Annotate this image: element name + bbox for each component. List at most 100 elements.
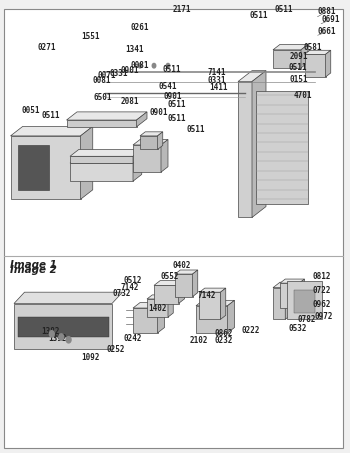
Polygon shape (196, 306, 228, 333)
Circle shape (166, 63, 170, 68)
Polygon shape (136, 112, 147, 127)
Text: 0862: 0862 (215, 329, 233, 338)
Polygon shape (18, 317, 108, 337)
Polygon shape (220, 288, 226, 319)
Text: 0691: 0691 (322, 14, 340, 24)
Text: 0901: 0901 (164, 92, 182, 101)
Text: 2171: 2171 (173, 5, 191, 14)
Text: 0511: 0511 (250, 11, 268, 20)
Text: 0511: 0511 (168, 100, 186, 109)
Polygon shape (326, 50, 331, 77)
Text: 0331: 0331 (110, 69, 128, 78)
Polygon shape (175, 270, 198, 274)
Polygon shape (256, 91, 308, 204)
Polygon shape (14, 292, 122, 304)
Circle shape (49, 331, 54, 337)
Text: 0881: 0881 (318, 7, 336, 16)
Circle shape (59, 334, 64, 340)
Polygon shape (66, 112, 147, 120)
Text: 0402: 0402 (173, 261, 191, 270)
Polygon shape (168, 295, 173, 317)
Text: 0782: 0782 (297, 315, 315, 324)
Text: 1341: 1341 (126, 45, 144, 54)
Polygon shape (133, 149, 142, 163)
Polygon shape (140, 132, 163, 136)
Text: 0962: 0962 (313, 300, 331, 309)
Text: 0151: 0151 (290, 75, 308, 84)
Polygon shape (199, 288, 226, 292)
Polygon shape (285, 282, 292, 319)
Polygon shape (228, 300, 234, 333)
Text: 0071: 0071 (98, 71, 116, 80)
Polygon shape (304, 54, 326, 77)
Polygon shape (273, 50, 301, 68)
Text: 0222: 0222 (241, 326, 259, 335)
Text: 1382: 1382 (42, 327, 60, 336)
Text: 0271: 0271 (38, 43, 56, 52)
Polygon shape (70, 163, 133, 181)
Polygon shape (238, 71, 266, 82)
Text: 7142: 7142 (197, 291, 216, 300)
Polygon shape (304, 50, 331, 54)
Text: 0261: 0261 (131, 23, 149, 32)
Polygon shape (70, 156, 133, 163)
Polygon shape (158, 303, 164, 333)
Text: 0812: 0812 (313, 272, 331, 281)
Polygon shape (287, 281, 322, 319)
Text: 1392: 1392 (49, 334, 67, 343)
Text: 0552: 0552 (161, 272, 179, 281)
Polygon shape (273, 288, 285, 319)
Polygon shape (14, 304, 112, 349)
FancyBboxPatch shape (4, 9, 343, 448)
Text: 0722: 0722 (313, 286, 331, 295)
Polygon shape (178, 280, 185, 304)
Polygon shape (10, 126, 93, 136)
Text: 1411: 1411 (210, 83, 228, 92)
Text: 0511: 0511 (274, 5, 293, 14)
Polygon shape (133, 156, 142, 181)
Text: 2091: 2091 (290, 52, 308, 61)
Polygon shape (301, 44, 308, 68)
Polygon shape (175, 274, 192, 297)
Text: 0081: 0081 (92, 76, 111, 85)
Polygon shape (147, 295, 173, 299)
Text: 0581: 0581 (304, 43, 322, 52)
Text: 4701: 4701 (294, 91, 312, 100)
Text: 0541: 0541 (159, 82, 177, 92)
Polygon shape (133, 140, 168, 145)
Text: 0901: 0901 (120, 66, 139, 75)
Polygon shape (10, 136, 80, 199)
Text: 7141: 7141 (208, 68, 226, 77)
Polygon shape (147, 299, 168, 317)
Polygon shape (294, 290, 315, 313)
Text: 0511: 0511 (42, 111, 60, 120)
Polygon shape (199, 292, 220, 319)
Text: 0252: 0252 (106, 345, 125, 354)
Polygon shape (154, 285, 178, 304)
Polygon shape (133, 145, 161, 172)
Text: 1092: 1092 (81, 353, 99, 362)
Polygon shape (280, 279, 304, 283)
Text: 0511: 0511 (187, 125, 205, 134)
Text: 0051: 0051 (22, 106, 40, 116)
Polygon shape (70, 156, 142, 163)
Polygon shape (70, 149, 142, 156)
Polygon shape (273, 44, 308, 50)
Polygon shape (18, 145, 49, 190)
Text: 0732: 0732 (113, 289, 131, 298)
Polygon shape (66, 120, 136, 127)
Polygon shape (252, 71, 266, 217)
Text: Image 2: Image 2 (10, 265, 57, 275)
Polygon shape (196, 300, 235, 306)
Text: 0511: 0511 (168, 114, 186, 123)
Text: 1551: 1551 (82, 32, 100, 41)
Text: 0661: 0661 (318, 27, 336, 36)
Text: 0532: 0532 (288, 324, 307, 333)
Polygon shape (133, 308, 158, 333)
Polygon shape (238, 82, 252, 217)
Polygon shape (161, 140, 168, 172)
Text: 2102: 2102 (190, 336, 208, 345)
Text: Image 1: Image 1 (10, 260, 57, 270)
Text: 0901: 0901 (150, 108, 168, 117)
Text: 0232: 0232 (215, 336, 233, 345)
